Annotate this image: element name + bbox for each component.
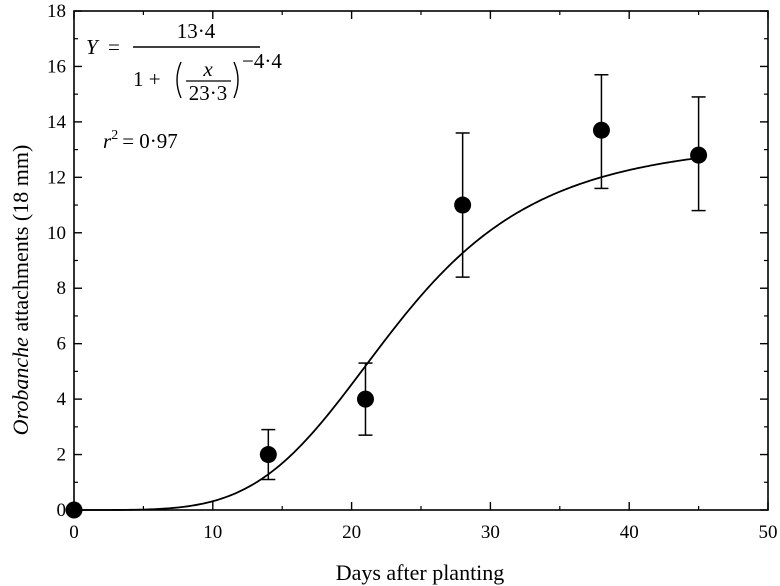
x-tick-label: 30 <box>481 522 500 543</box>
x-tick-label: 20 <box>342 522 361 543</box>
r-squared-r: r <box>103 129 112 153</box>
y-axis-title-italic: Orobanche <box>8 337 33 435</box>
r-squared-label: r2 = 0·97 <box>103 128 178 153</box>
equation-y-var: Y <box>86 35 100 59</box>
fit-curve-layer <box>74 157 699 511</box>
y-tick-label: 8 <box>57 278 67 299</box>
data-point <box>690 146 708 164</box>
equation-x-var: x <box>202 57 213 81</box>
x-tick-label: 10 <box>203 522 222 543</box>
y-tick-label: 2 <box>57 445 67 466</box>
error-bars-layer <box>261 74 706 481</box>
y-axis-title-rest: attachments (18 mm) <box>8 145 33 337</box>
y-tick-label: 6 <box>57 334 67 355</box>
equation-right-paren <box>233 61 239 99</box>
x-tick-label: 40 <box>620 522 639 543</box>
data-point <box>454 196 472 214</box>
equation-numerator: 13·4 <box>177 19 216 43</box>
x-tick-label: 50 <box>759 522 778 543</box>
equation-annotation: Y = 13·4 1 + x 23·3 −4·4 r2 = 0·97 <box>86 19 282 153</box>
x-axis-title: Days after planting <box>336 560 505 585</box>
y-tick-label: 10 <box>47 223 66 244</box>
y-axis-ticks: 0 2 4 6 8 10 12 14 16 18 <box>47 1 768 521</box>
data-point <box>592 121 610 139</box>
y-tick-label: 0 <box>57 500 67 521</box>
data-point <box>356 390 374 408</box>
equation-left-paren <box>176 61 182 99</box>
x-axis-ticks: 0 10 20 30 40 50 <box>69 11 778 543</box>
y-axis-title: Orobanche attachments (18 mm) <box>8 145 33 436</box>
r-squared-sup: 2 <box>111 128 118 143</box>
y-tick-label: 16 <box>47 56 66 77</box>
x-tick-label: 0 <box>69 522 79 543</box>
data-points-layer <box>65 121 708 519</box>
equation-inner-denominator: 23·3 <box>189 81 228 105</box>
fit-curve <box>74 157 699 511</box>
y-tick-label: 12 <box>47 167 66 188</box>
data-point <box>259 446 277 464</box>
r-squared-value: = 0·97 <box>122 129 178 153</box>
equation-equals: = <box>108 35 120 59</box>
equation-exponent: −4·4 <box>242 49 282 73</box>
data-point <box>65 501 83 519</box>
y-tick-label: 18 <box>47 1 66 22</box>
y-tick-label: 14 <box>47 112 67 133</box>
equation-one-plus: 1 + <box>133 67 161 91</box>
y-tick-label: 4 <box>57 389 67 410</box>
